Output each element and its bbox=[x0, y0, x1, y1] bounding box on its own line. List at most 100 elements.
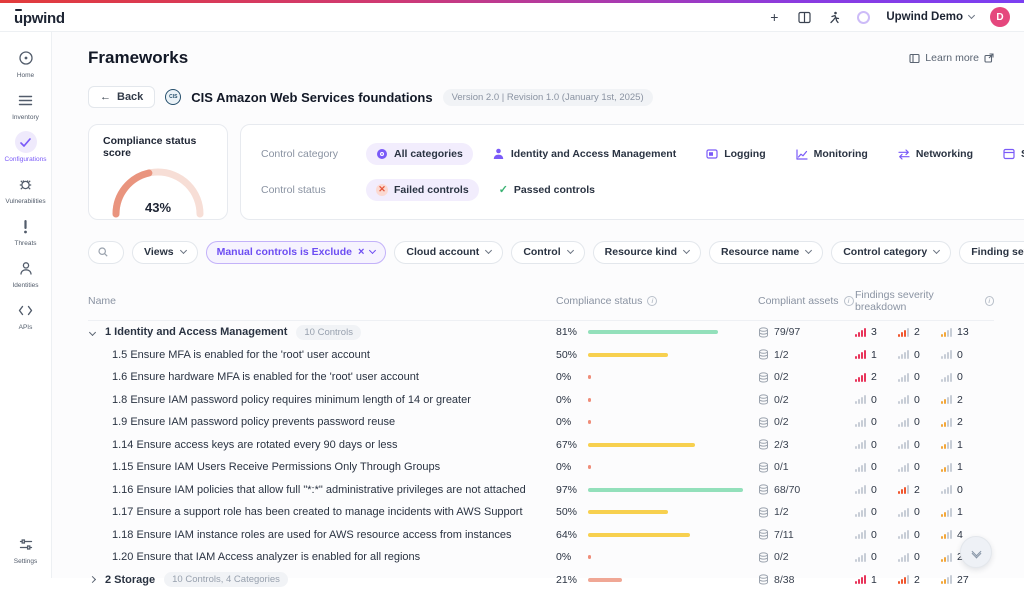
compliant-assets-cell: 7/11 bbox=[758, 529, 855, 541]
sidebar-item-configurations[interactable]: Configurations bbox=[0, 126, 51, 168]
compliance-status-cell: 67% bbox=[556, 439, 758, 451]
search-icon bbox=[98, 247, 108, 257]
add-icon[interactable]: + bbox=[767, 10, 781, 24]
category-chip-iam[interactable]: Identity and Access Management bbox=[483, 143, 686, 165]
expand-chevron-icon[interactable] bbox=[89, 576, 96, 583]
score-value: 43% bbox=[145, 200, 171, 215]
severity-count: 1 bbox=[871, 574, 877, 586]
severity-bars-icon bbox=[898, 395, 909, 404]
severity-bars-icon bbox=[941, 328, 952, 337]
table-row-group[interactable]: 1 Identity and Access Management 10 Cont… bbox=[88, 321, 994, 344]
category-chip-logging[interactable]: Logging bbox=[696, 143, 775, 165]
compliance-status-cell: 0% bbox=[556, 551, 758, 563]
x-circle-icon: ✕ bbox=[376, 184, 388, 196]
assets-icon bbox=[758, 574, 769, 585]
panel-icon[interactable] bbox=[797, 10, 811, 24]
compliant-assets-cell: 2/3 bbox=[758, 439, 855, 451]
severity-count: 0 bbox=[871, 484, 877, 496]
table-row-control[interactable]: 1.15 Ensure IAM Users Receive Permission… bbox=[88, 456, 994, 479]
compliant-assets-cell: 0/2 bbox=[758, 551, 855, 563]
severity-critical: 1 bbox=[855, 349, 898, 361]
sidebar-item-apis[interactable]: APIs bbox=[0, 294, 51, 336]
row-name: 2 Storage bbox=[105, 574, 155, 586]
table-row-control[interactable]: 1.14 Ensure access keys are rotated ever… bbox=[88, 434, 994, 457]
org-name: Upwind Demo bbox=[886, 11, 963, 23]
compliant-assets-cell: 1/2 bbox=[758, 506, 855, 518]
sidebar-item-identities[interactable]: Identities bbox=[0, 252, 51, 294]
runner-icon[interactable] bbox=[827, 10, 841, 24]
status-chip-failed[interactable]: ✕ Failed controls bbox=[366, 179, 479, 201]
compliance-status-cell: 0% bbox=[556, 394, 758, 406]
assets-value: 2/3 bbox=[774, 439, 789, 451]
row-name: 1.15 Ensure IAM Users Receive Permission… bbox=[112, 461, 440, 473]
row-name: 1.18 Ensure IAM instance roles are used … bbox=[112, 529, 511, 541]
findings-severity-cell: 1 2 27 bbox=[855, 574, 994, 586]
check-icon: ✓ bbox=[499, 183, 508, 196]
compliance-bar bbox=[588, 510, 668, 514]
arrows-icon bbox=[898, 148, 910, 160]
table-row-control[interactable]: 1.6 Ensure hardware MFA is enabled for t… bbox=[88, 366, 994, 389]
active-filter-chip[interactable]: Manual controls is Exclude × bbox=[206, 241, 387, 264]
sidebar-item-settings[interactable]: Settings bbox=[0, 528, 51, 570]
views-dropdown[interactable]: Views bbox=[132, 241, 198, 264]
resource-kind-dropdown[interactable]: Resource kind bbox=[593, 241, 701, 264]
row-name: 1.14 Ensure access keys are rotated ever… bbox=[112, 439, 398, 451]
assets-value: 68/70 bbox=[774, 484, 800, 496]
severity-bars-icon bbox=[855, 418, 866, 427]
severity-medium: 2 bbox=[941, 416, 984, 428]
assets-icon bbox=[758, 507, 769, 518]
assets-value: 0/2 bbox=[774, 551, 789, 563]
cloud-account-dropdown[interactable]: Cloud account bbox=[394, 241, 503, 264]
table-row-control[interactable]: 1.5 Ensure MFA is enabled for the 'root'… bbox=[88, 344, 994, 367]
category-chip-monitoring[interactable]: Monitoring bbox=[786, 143, 878, 165]
control-dropdown[interactable]: Control bbox=[511, 241, 584, 264]
severity-count: 0 bbox=[871, 394, 877, 406]
severity-count: 0 bbox=[957, 349, 963, 361]
severity-critical: 1 bbox=[855, 574, 898, 586]
avatar[interactable]: D bbox=[990, 7, 1010, 27]
sliders-icon bbox=[15, 533, 37, 555]
finding-severity-dropdown[interactable]: Finding severity bbox=[959, 241, 1024, 264]
org-switcher[interactable]: Upwind Demo bbox=[886, 11, 974, 23]
category-chip-all[interactable]: All categories bbox=[366, 143, 473, 165]
severity-high: 0 bbox=[898, 349, 941, 361]
learn-more-link[interactable]: Learn more bbox=[909, 52, 994, 64]
sidebar-item-vulnerabilities[interactable]: Vulnerabilities bbox=[0, 168, 51, 210]
severity-count: 13 bbox=[957, 326, 969, 338]
expand-chevron-icon[interactable] bbox=[89, 329, 96, 336]
compliance-bar bbox=[588, 353, 668, 357]
severity-medium: 0 bbox=[941, 484, 984, 496]
control-category-dropdown[interactable]: Control category bbox=[831, 241, 951, 264]
table-body: 1 Identity and Access Management 10 Cont… bbox=[88, 321, 994, 591]
category-chip-storage[interactable]: Storage bbox=[993, 143, 1024, 165]
sidebar-item-inventory[interactable]: Inventory bbox=[0, 84, 51, 126]
status-chip-passed[interactable]: ✓ Passed controls bbox=[489, 178, 605, 201]
scroll-down-button[interactable] bbox=[960, 536, 992, 568]
control-filters-card: Control category All categories Identity… bbox=[240, 124, 1024, 220]
table-row-group[interactable]: 2 Storage 10 Controls, 4 Categories 21% … bbox=[88, 569, 994, 591]
table-row-control[interactable]: 1.9 Ensure IAM password policy prevents … bbox=[88, 411, 994, 434]
back-button[interactable]: ← Back bbox=[88, 86, 155, 108]
resource-name-dropdown[interactable]: Resource name bbox=[709, 241, 823, 264]
assets-icon bbox=[758, 394, 769, 405]
sidebar-item-home[interactable]: Home bbox=[0, 42, 51, 84]
severity-bars-icon bbox=[898, 553, 909, 562]
table-row-control[interactable]: 1.17 Ensure a support role has been crea… bbox=[88, 501, 994, 524]
table-row-control[interactable]: 1.20 Ensure that IAM Access analyzer is … bbox=[88, 546, 994, 569]
severity-medium: 1 bbox=[941, 461, 984, 473]
external-link-icon bbox=[984, 53, 994, 63]
table-row-control[interactable]: 1.18 Ensure IAM instance roles are used … bbox=[88, 524, 994, 547]
chevron-down-icon bbox=[683, 247, 690, 254]
search-box[interactable] bbox=[88, 241, 124, 264]
compliance-status-cell: 50% bbox=[556, 506, 758, 518]
compliance-bar bbox=[588, 578, 622, 582]
severity-high: 0 bbox=[898, 394, 941, 406]
sidebar-item-threats[interactable]: Threats bbox=[0, 210, 51, 252]
table-row-control[interactable]: 1.16 Ensure IAM policies that allow full… bbox=[88, 479, 994, 502]
category-chip-networking[interactable]: Networking bbox=[888, 143, 983, 165]
remove-filter-icon[interactable]: × bbox=[358, 246, 364, 258]
chevron-down-icon bbox=[180, 247, 187, 254]
assets-icon bbox=[758, 552, 769, 563]
table-row-control[interactable]: 1.8 Ensure IAM password policy requires … bbox=[88, 389, 994, 412]
